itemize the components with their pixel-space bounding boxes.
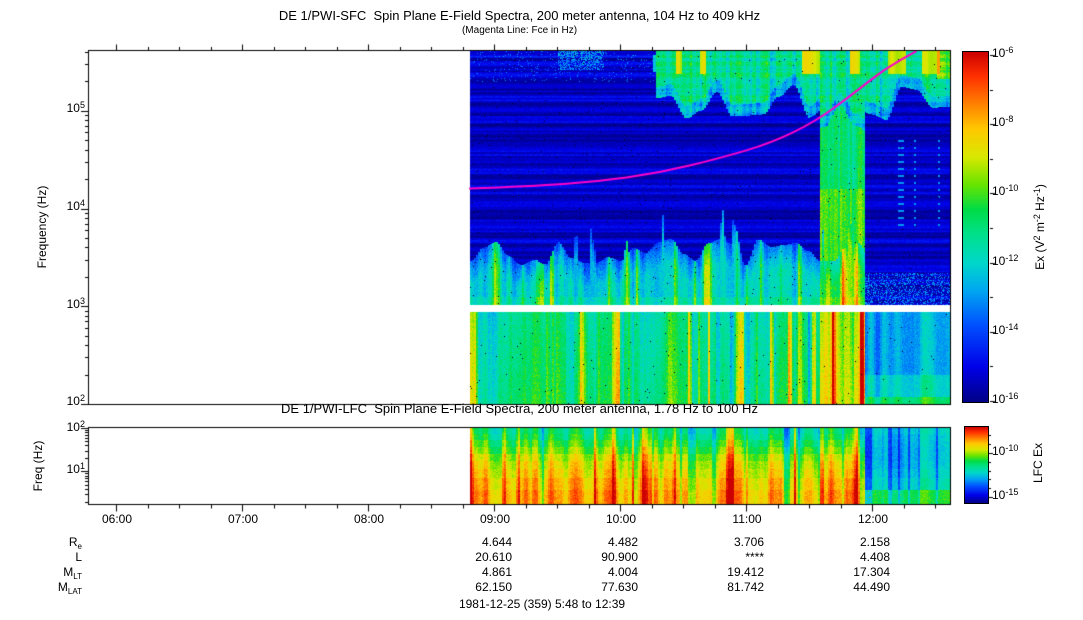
ephemeris-label-l: L <box>75 550 82 564</box>
ephemeris-value: 44.490 <box>853 580 890 594</box>
ephemeris-label-re: Re <box>68 535 82 551</box>
sfc-title: DE 1/PWI-SFC Spin Plane E-Field Spectra,… <box>278 8 761 23</box>
ephemeris-value: 4.004 <box>607 565 638 579</box>
ephemeris-label-mlat: MLAT <box>57 580 82 596</box>
lfc-ytick-1e1: 101 <box>66 461 85 476</box>
ephemeris-value: 17.304 <box>853 565 890 579</box>
ephemeris-label-mlt: MLT <box>63 565 82 581</box>
ephemeris-value: 90.900 <box>601 550 638 564</box>
x-tick-0700: 07:00 <box>227 512 259 526</box>
ephemeris-value: 4.482 <box>607 535 638 549</box>
cbar2-tick-1e-10: 10-10 <box>992 443 1019 458</box>
ephemeris-value: 20.610 <box>475 550 512 564</box>
ephemeris-value: 3.706 <box>733 535 764 549</box>
lfc-colorbar <box>964 426 989 504</box>
lfc-colorbar-label: LFC Ex <box>1031 442 1045 484</box>
x-tick-0600: 06:00 <box>101 512 133 526</box>
sfc-ytick-1e5: 105 <box>66 100 85 115</box>
ephemeris-value: 4.644 <box>481 535 512 549</box>
x-tick-1200: 12:00 <box>857 512 889 526</box>
cbar1-tick-1e-12: 10-12 <box>992 253 1019 268</box>
x-tick-0800: 08:00 <box>353 512 385 526</box>
ephemeris-value: 4.861 <box>481 565 512 579</box>
sfc-ytick-1e2: 102 <box>66 393 85 408</box>
ephemeris-value: 2.158 <box>859 535 890 549</box>
cbar1-tick-1e-6: 10-6 <box>992 45 1014 60</box>
ephemeris-value: 19.412 <box>727 565 764 579</box>
cbar1-tick-1e-10: 10-10 <box>992 183 1019 198</box>
sfc-colorbar-label: Ex (V2 m-2 Hz-1) <box>1032 184 1047 270</box>
x-tick-1000: 10:00 <box>605 512 637 526</box>
date-range-label: 1981-12-25 (359) 5:48 to 12:39 <box>458 597 626 611</box>
ephemeris-value: 4.408 <box>859 550 890 564</box>
cbar1-tick-1e-8: 10-8 <box>992 114 1014 129</box>
lfc-title: DE 1/PWI-LFC Spin Plane E-Field Spectra,… <box>281 401 758 416</box>
cbar1-tick-1e-14: 10-14 <box>992 322 1019 337</box>
ephemeris-value: 77.630 <box>601 580 638 594</box>
sfc-colorbar <box>962 51 989 403</box>
sfc-ytick-1e4: 104 <box>66 198 85 213</box>
lfc-ytick-1e2: 102 <box>66 419 85 434</box>
sfc-ytick-1e3: 103 <box>66 296 85 311</box>
x-tick-1100: 11:00 <box>732 512 762 526</box>
ephemeris-value: 62.150 <box>475 580 512 594</box>
x-tick-0900: 09:00 <box>479 512 511 526</box>
ephemeris-value: 81.742 <box>727 580 764 594</box>
cbar2-tick-1e-15: 10-15 <box>992 487 1019 502</box>
sfc-subtitle: (Magenta Line: Fce in Hz) <box>461 25 578 36</box>
ephemeris-value: **** <box>745 550 764 564</box>
cbar1-tick-1e-16: 10-16 <box>992 391 1019 406</box>
